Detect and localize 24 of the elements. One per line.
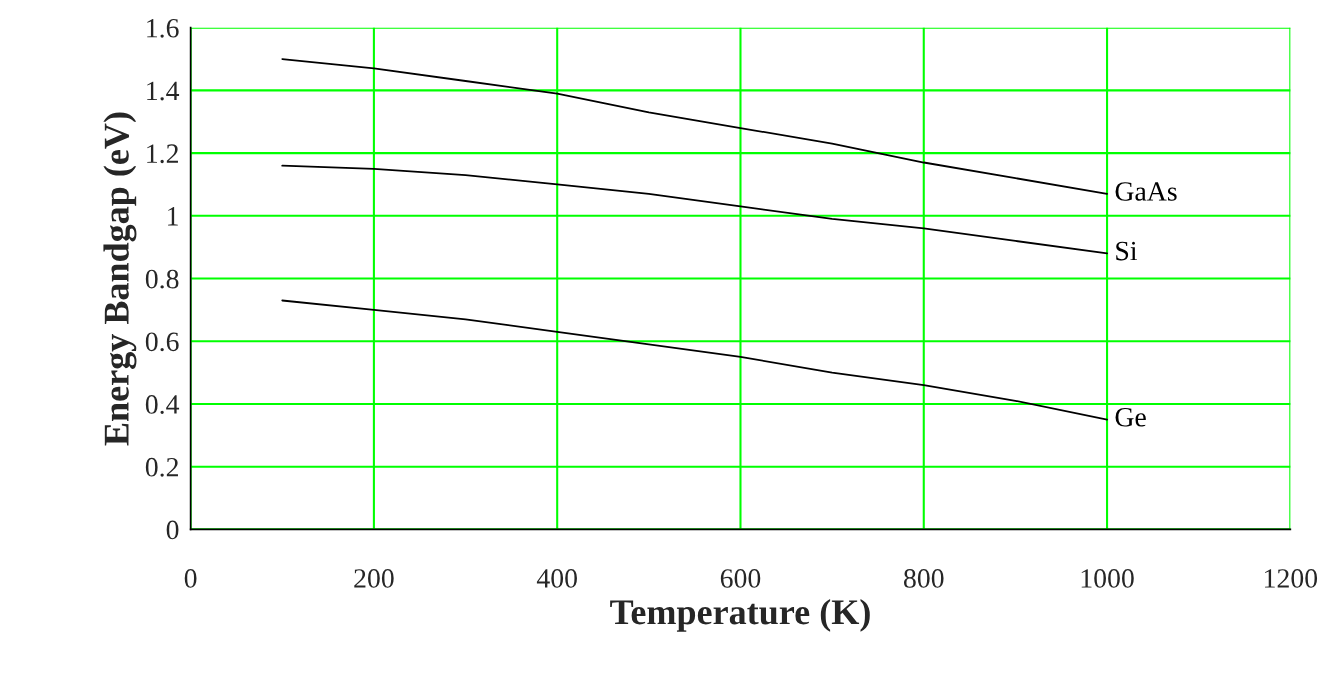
y-tick-label: 0.8	[145, 269, 179, 289]
y-tick-label: 1	[168, 207, 178, 226]
y-tick-label: 1.6	[147, 18, 179, 38]
y-axis-title: Energy Bandgap (eV)	[103, 112, 137, 446]
series-label: GaAs	[1115, 182, 1177, 201]
x-tick-label: 200	[354, 569, 394, 588]
x-axis-title: Temperature (K)	[610, 599, 870, 632]
y-tick-label: 1.2	[147, 144, 178, 164]
line-series	[281, 164, 1108, 255]
series-label: Ge	[1115, 407, 1146, 427]
x-tick-label: 600	[720, 569, 761, 588]
y-tick-label: 0.2	[145, 457, 178, 477]
y-tick-label: 0.4	[145, 395, 180, 414]
line-series	[281, 58, 1108, 195]
x-tick-label: 0	[184, 569, 197, 588]
y-tick-label: 0	[166, 520, 179, 540]
y-tick-label: 0.6	[145, 332, 179, 352]
x-tick-label: 1000	[1081, 569, 1134, 588]
series-label: Si	[1116, 241, 1138, 261]
line-series	[281, 299, 1108, 421]
x-tick-label: 800	[903, 569, 944, 588]
x-tick-label: 400	[536, 569, 577, 588]
x-tick-label: 1200	[1265, 569, 1318, 588]
y-tick-label: 1.4	[147, 81, 180, 101]
